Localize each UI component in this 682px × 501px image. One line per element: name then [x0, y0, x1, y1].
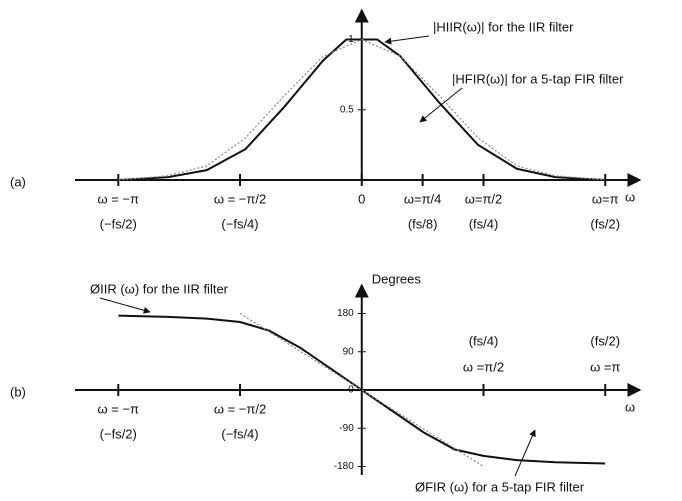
- x-tick-label: ω = −π: [98, 401, 140, 416]
- x-tick-sublabel: (−fs/4): [221, 426, 258, 441]
- y-tick-label: 90: [343, 346, 355, 357]
- y-tick-label: -180: [334, 461, 354, 472]
- x-tick-label: ω=π/4: [404, 191, 442, 206]
- x-tick-sublabel: (−fs/2): [100, 426, 137, 441]
- x-tick-sublabel: (fs/4): [469, 216, 499, 231]
- legend-annotation: |HIIR(ω)| for the IIR filter: [433, 19, 574, 34]
- annotation-arrow: [419, 87, 463, 123]
- y-tick-label: 0.5: [340, 104, 354, 115]
- annotation-arrow: [384, 35, 430, 45]
- x-tick-sublabel: (−fs/4): [221, 216, 258, 231]
- y-tick-label: -90: [339, 423, 354, 434]
- x-tick-label: ω = −π/2: [214, 191, 266, 206]
- annotation-arrow: [514, 429, 536, 477]
- y-tick-label: 0: [348, 385, 354, 396]
- x-tick-label: ω =π: [590, 359, 620, 374]
- x-tick-sublabel: (−fs/2): [100, 216, 137, 231]
- x-axis-label: ω: [625, 399, 635, 414]
- data-line: [118, 38, 606, 181]
- x-tick-sublabel: (fs/2): [590, 216, 620, 231]
- data-line: [118, 314, 606, 465]
- x-tick-label: 0: [358, 191, 365, 206]
- y-axis-label: Degrees: [372, 271, 422, 286]
- panel-label: (a): [10, 174, 26, 189]
- x-tick-sublabel: (fs/2): [590, 333, 620, 348]
- x-tick-label: ω=π: [592, 191, 619, 206]
- legend-annotation: ØIIR (ω) for the IIR filter: [90, 281, 229, 296]
- legend-annotation: ØFIR (ω) for a 5-tap FIR filter: [415, 479, 585, 494]
- x-axis-label: ω: [625, 189, 635, 204]
- x-tick-sublabel: (fs/8): [408, 216, 438, 231]
- annotation-arrow: [99, 297, 151, 314]
- x-tick-label: ω=π/2: [465, 191, 503, 206]
- panel-label: (b): [10, 384, 26, 399]
- x-tick-sublabel: (fs/4): [469, 333, 499, 348]
- x-tick-label: ω = −π: [98, 191, 140, 206]
- legend-annotation: |HFIR(ω)| for a 5-tap FIR filter: [452, 71, 624, 86]
- x-tick-label: ω =π/2: [463, 359, 504, 374]
- y-tick-label: 180: [337, 308, 354, 319]
- x-tick-label: ω = −π/2: [214, 401, 266, 416]
